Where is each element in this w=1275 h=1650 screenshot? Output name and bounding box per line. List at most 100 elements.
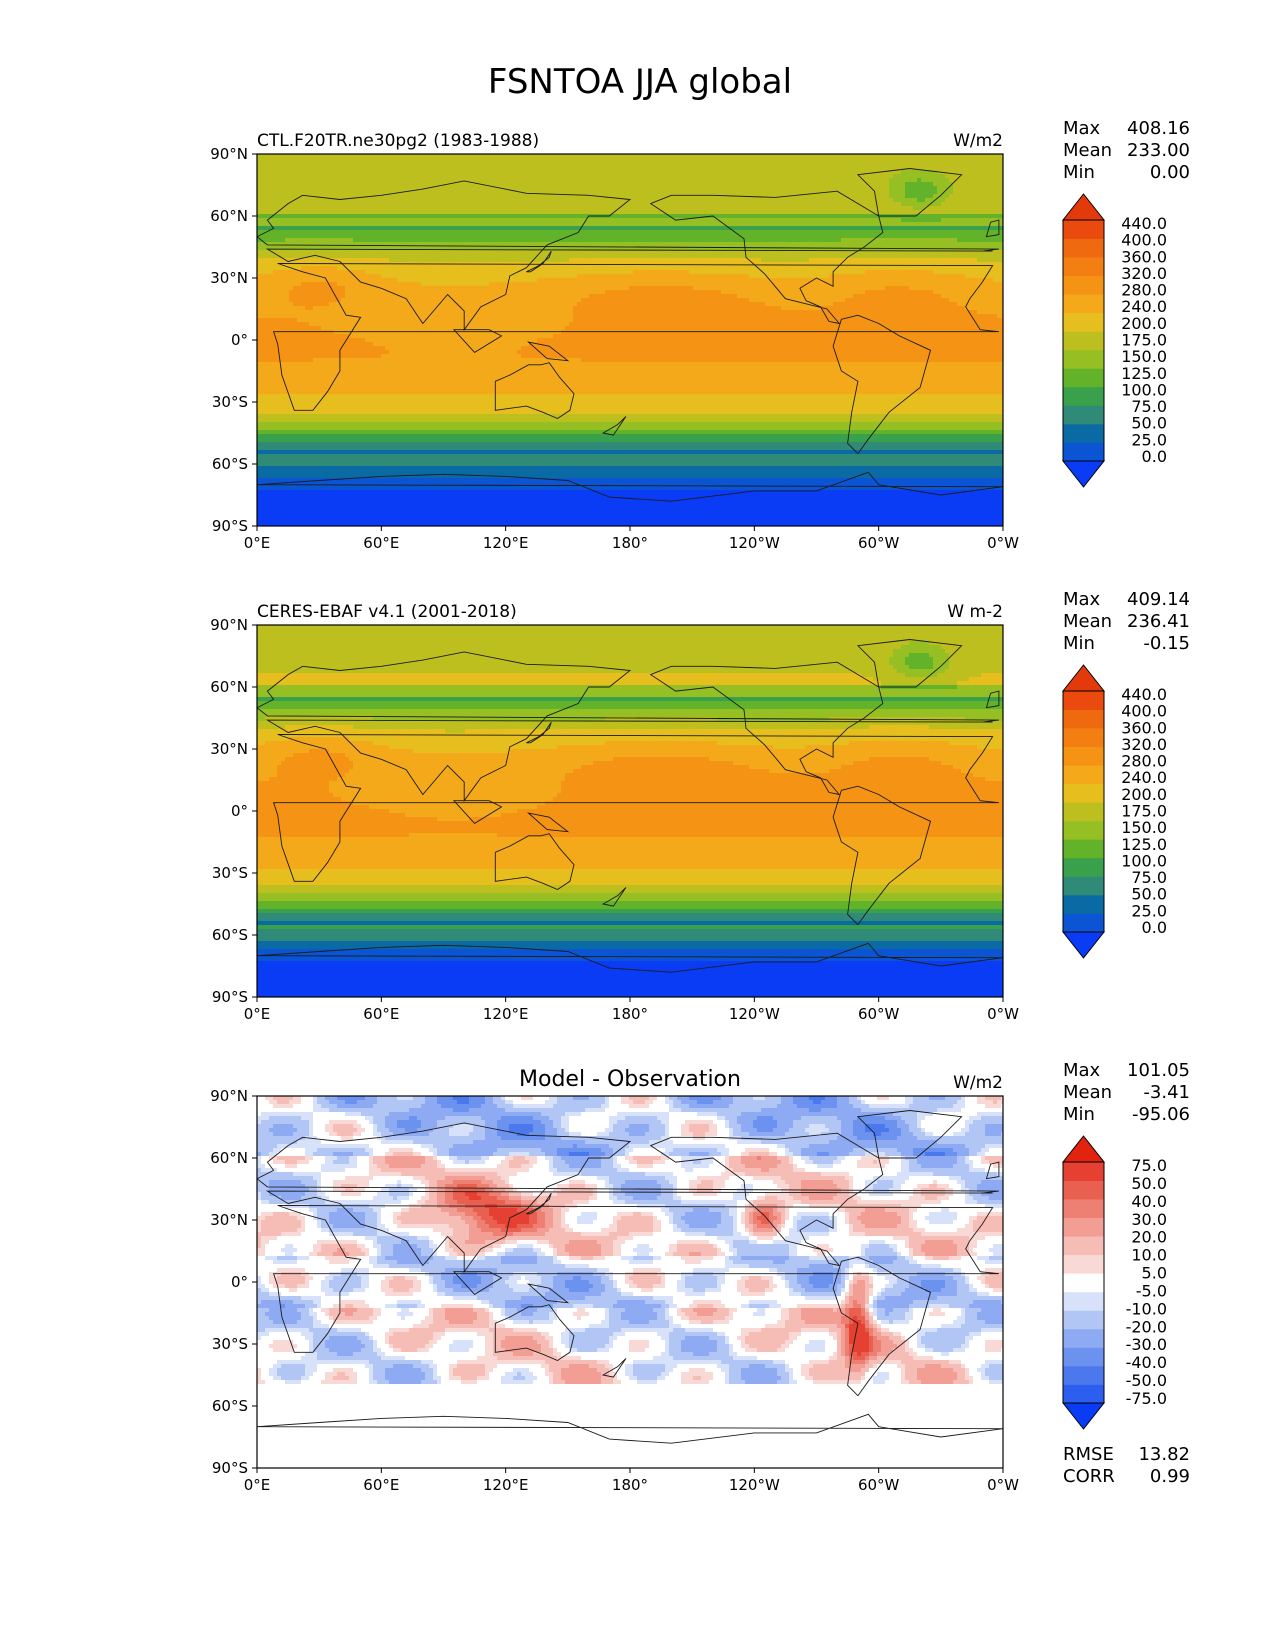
- field-cell: [545, 1368, 550, 1373]
- field-cell: [257, 1116, 270, 1121]
- field-cell: [665, 1176, 678, 1181]
- field-cell: [977, 1252, 994, 1257]
- field-cell: [433, 1332, 446, 1337]
- field-cell: [853, 1280, 858, 1285]
- field-cell: [425, 1096, 438, 1101]
- field-cell: [749, 1304, 770, 1309]
- field-cell: [505, 1240, 518, 1245]
- field-cell: [493, 1336, 506, 1341]
- field-cell: [609, 1176, 666, 1181]
- field-cell: [885, 1240, 906, 1245]
- field-cell: [357, 1164, 370, 1169]
- field-cell: [589, 1200, 614, 1205]
- field-cell: [277, 1360, 370, 1365]
- field-cell: [573, 318, 1003, 323]
- field-cell: [885, 1124, 898, 1129]
- field-cell: [845, 1324, 850, 1329]
- field-cell: [257, 701, 1003, 706]
- field-cell: [417, 1348, 430, 1353]
- field-cell: [369, 1316, 378, 1321]
- field-cell: [761, 1168, 770, 1173]
- field-cell: [257, 637, 1003, 642]
- field-cell: [385, 1292, 414, 1297]
- field-cell: [897, 1280, 910, 1285]
- field-cell: [773, 1236, 786, 1241]
- field-cell: [669, 1352, 694, 1357]
- field-cell: [913, 1356, 934, 1361]
- field-cell: [541, 1348, 554, 1353]
- field-cell: [505, 1236, 618, 1241]
- field-cell: [517, 1188, 554, 1193]
- field-cell: [501, 1380, 534, 1385]
- field-cell: [485, 1308, 490, 1313]
- field-cell: [525, 1156, 538, 1161]
- field-cell: [617, 1288, 622, 1293]
- field-cell: [969, 1276, 978, 1281]
- field-cell: [937, 1328, 982, 1333]
- field-cell: [717, 1340, 726, 1345]
- field-cell: [689, 1184, 698, 1189]
- field-cell: [869, 1272, 878, 1277]
- field-cell: [717, 1132, 730, 1137]
- field-cell: [869, 1368, 902, 1373]
- field-cell: [781, 1096, 794, 1101]
- field-cell: [945, 198, 1003, 203]
- field-cell: [881, 1344, 898, 1349]
- field-cell: [957, 1316, 966, 1321]
- field-cell: [861, 1308, 866, 1313]
- field-cell: [317, 1224, 322, 1229]
- field-cell: [317, 1148, 366, 1153]
- field-cell: [429, 1192, 438, 1197]
- field-cell: [977, 1240, 1003, 1245]
- y-tick-label: 60°N: [210, 207, 248, 225]
- field-cell: [625, 1180, 658, 1185]
- field-cell: [529, 342, 1003, 347]
- field-cell: [789, 1128, 806, 1133]
- field-cell: [665, 1204, 726, 1209]
- field-cell: [741, 1304, 750, 1309]
- field-cell: [549, 1376, 554, 1381]
- field-cell: [685, 1312, 698, 1317]
- field-cell: [797, 1336, 834, 1341]
- field-cell: [365, 1332, 370, 1337]
- x-tick-label: 0°E: [244, 1476, 271, 1494]
- x-tick-label: 0°E: [244, 534, 271, 552]
- field-cell: [453, 1144, 574, 1149]
- field-cell: [1001, 1132, 1003, 1137]
- field-cell: [525, 1376, 538, 1381]
- field-cell: [365, 1212, 378, 1217]
- field-cell: [285, 1244, 294, 1249]
- field-cell: [717, 1244, 730, 1249]
- field-cell: [257, 829, 1003, 834]
- colorbar-segment: [1063, 220, 1104, 239]
- field-cell: [429, 1308, 434, 1313]
- field-cell: [565, 1248, 602, 1253]
- field-cell: [257, 1404, 1003, 1409]
- field-cell: [777, 1204, 786, 1209]
- field-cell: [949, 1196, 966, 1201]
- field-cell: [257, 346, 386, 351]
- field-cell: [577, 1308, 586, 1313]
- field-cell: [945, 1312, 962, 1317]
- field-cell: [257, 809, 390, 814]
- field-cell: [349, 769, 574, 774]
- field-cell: [429, 1348, 450, 1353]
- field-cell: [261, 1368, 270, 1373]
- field-cell: [793, 1204, 810, 1209]
- field-cell: [305, 1268, 342, 1273]
- y-tick-label: 30°N: [210, 740, 248, 758]
- field-cell: [933, 657, 950, 662]
- field-cell: [497, 1148, 542, 1153]
- field-cell: [325, 1276, 334, 1281]
- field-cell: [257, 1416, 1003, 1421]
- field-cell: [661, 1304, 670, 1309]
- field-cell: [501, 1308, 506, 1313]
- field-cell: [313, 1248, 322, 1253]
- field-cell: [961, 1272, 966, 1277]
- field-cell: [337, 1248, 346, 1253]
- field-cell: [965, 1120, 974, 1125]
- field-cell: [413, 1184, 426, 1189]
- field-cell: [613, 1344, 630, 1349]
- field-cell: [257, 761, 282, 766]
- field-cell: [661, 1136, 670, 1141]
